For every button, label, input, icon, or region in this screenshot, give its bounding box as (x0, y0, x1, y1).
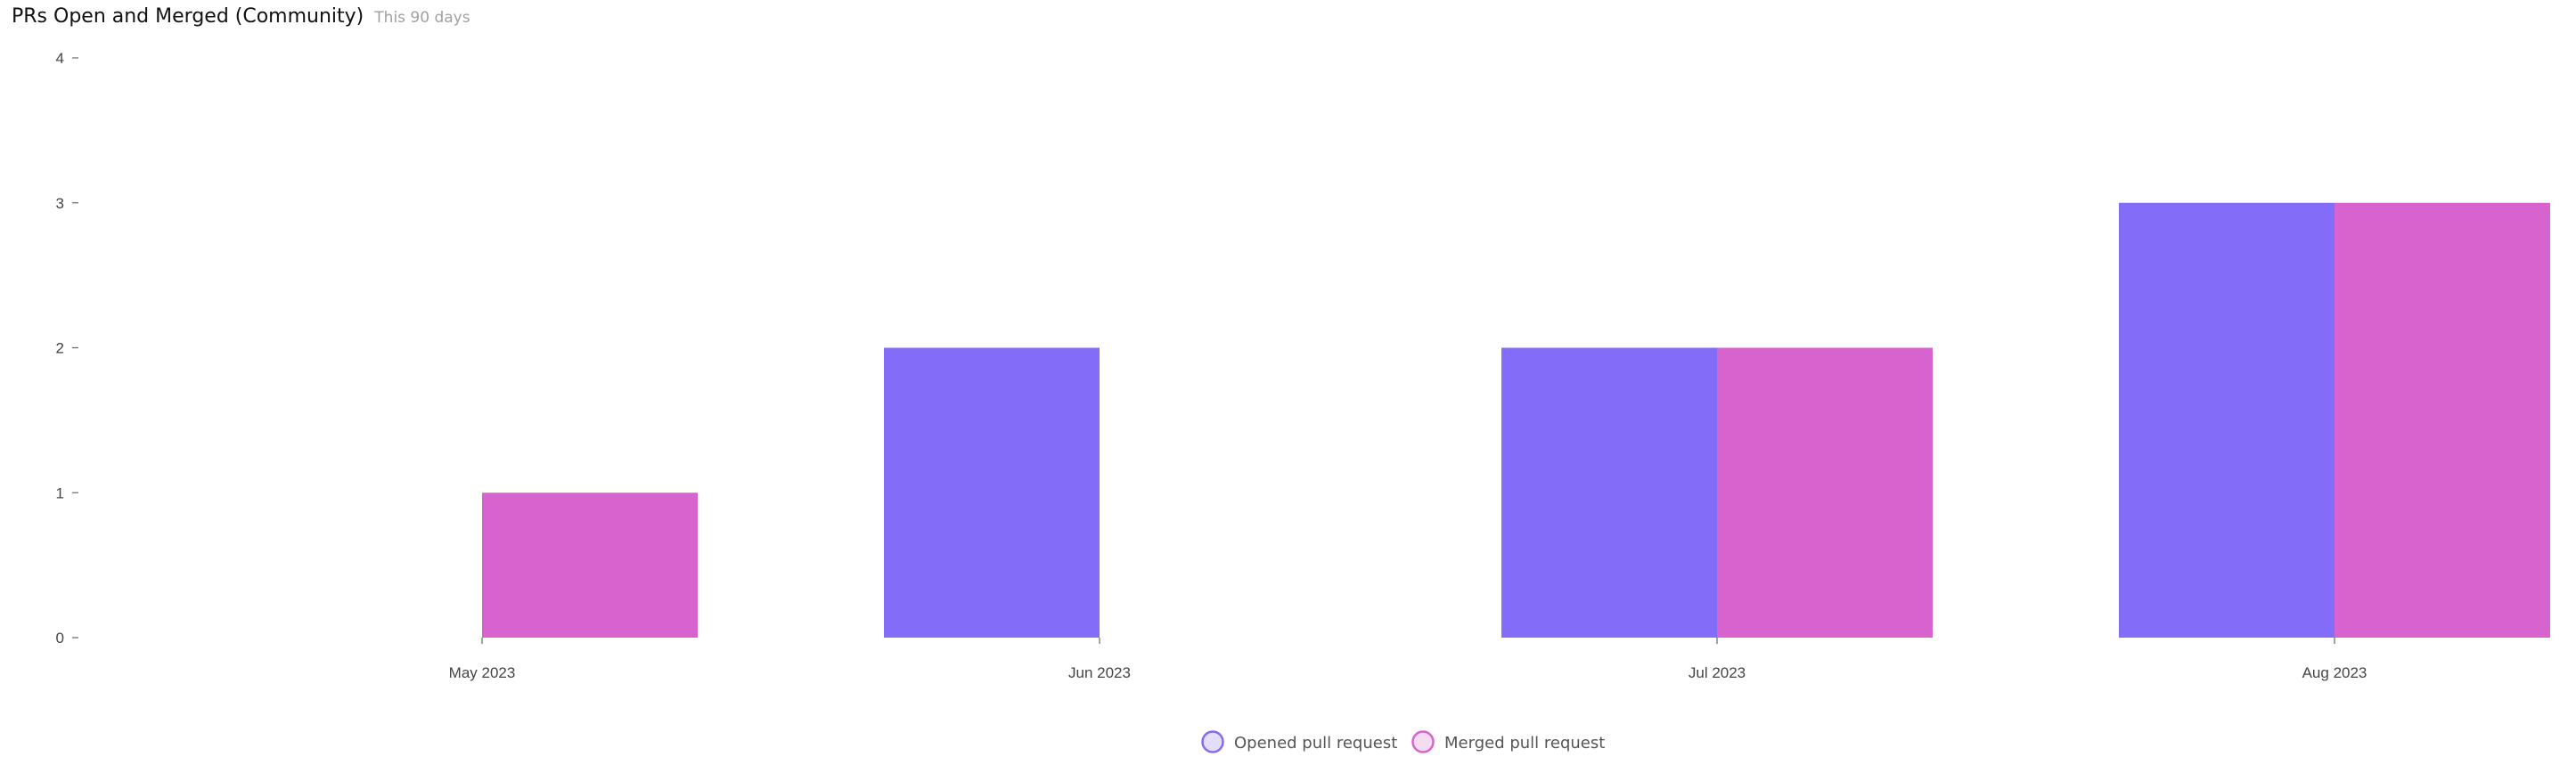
x-tick-label: May 2023 (449, 664, 516, 681)
y-axis: 0 1 2 3 4 (56, 50, 78, 647)
y-tick-label: 4 (56, 50, 64, 67)
y-tick-label: 2 (56, 340, 64, 357)
merged-bar[interactable] (482, 492, 698, 638)
x-tick-label: Aug 2023 (2302, 664, 2367, 681)
chart-subtitle: This 90 days (374, 9, 470, 27)
x-tick-label: Jul 2023 (1689, 664, 1746, 681)
merged-bar[interactable] (1717, 347, 1933, 639)
legend: Opened pull request Merged pull request (1201, 730, 1606, 753)
y-tick-label: 0 (56, 630, 64, 647)
legend-item-opened[interactable]: Opened pull request (1201, 730, 1398, 753)
legend-swatch-icon (1411, 730, 1435, 753)
opened-bar[interactable] (1501, 347, 1717, 639)
chart-header: PRs Open and Merged (Community) This 90 … (12, 5, 470, 32)
x-tick-label: Jun 2023 (1068, 664, 1131, 681)
chart-title: PRs Open and Merged (Community) (12, 5, 364, 28)
legend-swatch-icon (1201, 730, 1224, 753)
x-axis: May 2023 Jun 2023 Jul 2023 Aug 2023 (449, 638, 2367, 681)
opened-bar[interactable] (2119, 202, 2335, 638)
opened-bar[interactable] (884, 347, 1100, 639)
legend-label: Merged pull request (1444, 734, 1605, 753)
merged-bar[interactable] (2335, 202, 2550, 638)
y-tick-label: 1 (56, 484, 64, 501)
bars (482, 202, 2550, 639)
legend-label: Opened pull request (1234, 734, 1397, 753)
y-tick-label: 3 (56, 195, 64, 212)
legend-item-merged[interactable]: Merged pull request (1411, 730, 1606, 753)
